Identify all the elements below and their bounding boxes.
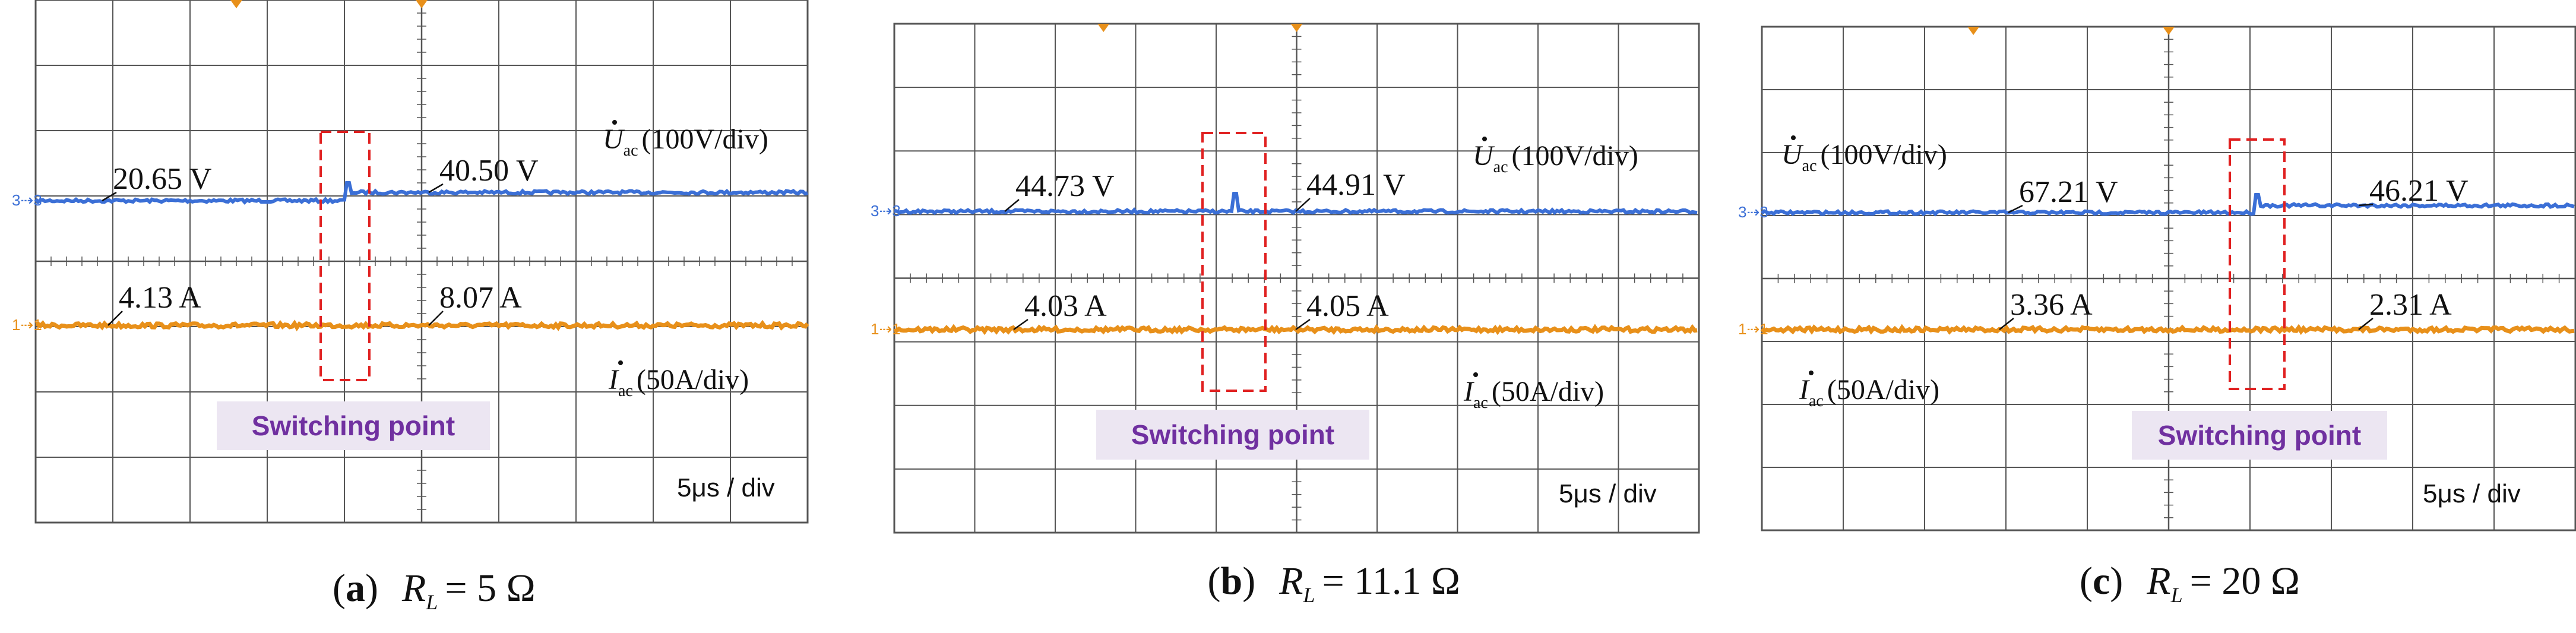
caption-symbol: R (2146, 559, 2170, 603)
trace-symbol: I (608, 364, 619, 395)
caption-letter: b (1220, 559, 1242, 603)
trace-symbol: U (1781, 139, 1804, 170)
voltage-trace-label: Uac (100V/div) (603, 124, 768, 160)
caption-subscript: L (1303, 583, 1315, 607)
trace-symbol: U (1473, 140, 1495, 172)
switching-point-label: Switching point (2158, 420, 2361, 451)
switching-point-label-bg (1096, 410, 1369, 460)
trigger-marker-icon (416, 0, 428, 8)
current-after-value: 2.31 A (2369, 288, 2452, 322)
trace-symbol: U (603, 124, 625, 155)
leader-line (428, 311, 444, 326)
current-trace-label: Iac (50A/div) (1463, 376, 1604, 412)
phasor-dot-icon (618, 360, 623, 365)
trigger-marker-icon (1967, 27, 1980, 35)
voltage-trace (1760, 193, 2575, 217)
time-scale-label: 5μs / div (677, 473, 775, 502)
voltage-before-value: 67.21 V (2019, 175, 2118, 209)
leader-line (1004, 199, 1020, 212)
voltage-after-value: 46.21 V (2369, 174, 2469, 208)
panel-caption: (a) RL = 5 Ω (333, 566, 536, 614)
trace-scale: (100V/div) (1821, 139, 1947, 170)
trace-scale: (50A/div) (1492, 376, 1604, 407)
current-before-value: 4.13 A (119, 281, 201, 315)
trace-scale: (50A/div) (1827, 374, 1939, 406)
phasor-dot-icon (1809, 371, 1814, 375)
current-trace-label: Iac (50A/div) (1799, 374, 1939, 410)
phasor-dot-icon (1473, 372, 1478, 377)
caption-symbol: R (401, 566, 426, 610)
caption-subscript: L (2170, 583, 2183, 607)
trigger-marker-icon (1097, 24, 1110, 32)
trace-subscript: ac (624, 141, 638, 160)
switching-point-label: Switching point (1131, 419, 1334, 450)
voltage-before-value: 44.73 V (1015, 169, 1115, 203)
trace-scale: (50A/div) (637, 364, 749, 395)
switching-point-label-bg (2132, 411, 2387, 460)
current-after-value: 8.07 A (439, 281, 522, 315)
trace-scale: (100V/div) (642, 124, 768, 155)
trace-subscript: ac (1802, 157, 1817, 175)
panel-caption: (b) RL = 11.1 Ω (1208, 559, 1460, 607)
voltage-after-value: 44.91 V (1306, 168, 1406, 202)
switching-point-label-bg (217, 401, 490, 450)
leader-line (1295, 318, 1311, 331)
trace-symbol: I (1799, 374, 1810, 406)
trigger-marker-icon (2163, 27, 2175, 35)
caption-letter: a (346, 566, 365, 610)
current-before-value: 4.03 A (1024, 289, 1107, 323)
trigger-marker-icon (230, 0, 242, 8)
leader-line (1999, 318, 2014, 330)
voltage-before-value: 20.65 V (113, 162, 212, 196)
current-trace (1760, 324, 2575, 336)
trace-subscript: ac (618, 382, 633, 400)
trace-subscript: ac (1809, 392, 1824, 410)
switching-point-highlight-box (319, 131, 371, 381)
caption-load-value: 20 Ω (2221, 559, 2300, 603)
caption-letter: c (2093, 559, 2110, 603)
phasor-dot-icon (1791, 135, 1796, 140)
trace-subscript: ac (1473, 394, 1488, 412)
switching-point-highlight-box (2229, 138, 2286, 390)
trace-symbol: I (1463, 376, 1474, 407)
current-before-value: 3.36 A (2010, 288, 2093, 322)
switching-point-label: Switching point (252, 410, 455, 441)
leader-line (1295, 198, 1311, 212)
trace-subscript: ac (1493, 158, 1508, 176)
voltage-trace (34, 181, 808, 205)
current-trace-label: Iac (50A/div) (608, 364, 749, 400)
caption-load-value: 5 Ω (477, 566, 536, 610)
switching-point-highlight-box (1201, 132, 1267, 392)
trigger-marker-icon (1290, 24, 1303, 32)
phasor-dot-icon (1482, 137, 1487, 141)
leader-line (107, 311, 123, 326)
caption-subscript: L (425, 590, 438, 614)
voltage-trace-label: Uac (100V/div) (1473, 140, 1638, 176)
time-scale-label: 5μs / div (2423, 479, 2521, 508)
leader-line (2008, 204, 2023, 214)
phasor-dot-icon (612, 120, 617, 125)
current-after-value: 4.05 A (1306, 289, 1389, 323)
leader-line (2358, 203, 2374, 207)
current-trace (35, 319, 809, 331)
leader-line (428, 183, 444, 194)
voltage-after-value: 40.50 V (439, 154, 539, 188)
leader-line (2358, 318, 2374, 330)
caption-symbol: R (1278, 559, 1303, 603)
voltage-trace (894, 192, 1698, 216)
caption-load-value: 11.1 Ω (1354, 559, 1460, 603)
leader-line (102, 191, 117, 202)
trace-scale: (100V/div) (1512, 140, 1638, 172)
voltage-trace-label: Uac (100V/div) (1781, 139, 1947, 175)
time-scale-label: 5μs / div (1559, 479, 1657, 508)
panel-caption: (c) RL = 20 Ω (2080, 559, 2300, 607)
leader-line (1013, 318, 1028, 331)
